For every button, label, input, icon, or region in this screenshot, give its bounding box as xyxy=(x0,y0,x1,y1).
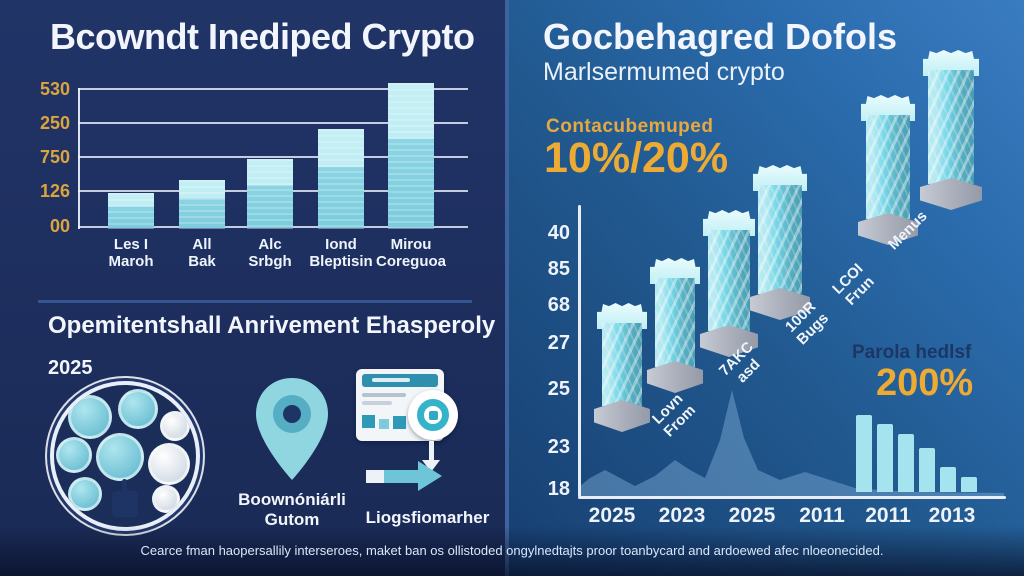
bar xyxy=(388,83,434,228)
card-chip xyxy=(362,415,375,428)
y-tick-label: 23 xyxy=(547,436,570,458)
y-axis-line xyxy=(78,88,80,229)
mini-bar-chart xyxy=(856,412,982,492)
y-axis-label: 750 xyxy=(39,147,70,167)
tower-bar xyxy=(647,258,703,393)
bar-label: Alc Srbgh xyxy=(248,236,292,270)
coin-icon xyxy=(118,389,158,429)
bar xyxy=(318,129,364,228)
tower-bar xyxy=(594,303,650,432)
tower-shaft xyxy=(708,230,750,331)
y-tick-label: 40 xyxy=(547,222,570,244)
x-tick-label: 2025 xyxy=(588,504,636,527)
mini-bar xyxy=(919,448,935,492)
y-axis-line xyxy=(578,205,581,497)
y-tick-label: 68 xyxy=(547,294,570,316)
bar xyxy=(179,180,225,228)
mini-bar xyxy=(877,424,893,492)
coin-icon xyxy=(68,395,112,439)
tower-bar xyxy=(750,165,810,320)
tower-shaft xyxy=(602,323,642,406)
bar xyxy=(247,159,293,228)
x-tick-label: 2013 xyxy=(928,504,976,527)
mini-bar xyxy=(961,477,977,492)
bar-label: Mirou Coreguoa xyxy=(375,236,446,270)
y-axis-label: 00 xyxy=(49,216,70,236)
card-header-text xyxy=(372,378,410,382)
card-chip xyxy=(379,419,389,429)
bottom-shade xyxy=(0,526,1024,576)
tower-shaft xyxy=(866,115,910,219)
section-divider xyxy=(38,300,472,303)
stat-label: Parola hedlsf xyxy=(852,342,972,363)
location-pin-icon xyxy=(256,378,328,480)
right-arrow-head xyxy=(418,461,442,491)
x-axis-line xyxy=(578,496,1006,499)
card-caption: Liogsfiomarher xyxy=(365,508,490,527)
verify-badge-icon xyxy=(408,390,458,440)
mini-bar xyxy=(940,467,956,492)
mini-bar xyxy=(856,415,872,492)
left-bar-chart xyxy=(78,83,468,229)
right-title: Gocbehagred Dofols xyxy=(543,16,898,57)
gridline xyxy=(78,122,468,124)
coin-icon xyxy=(68,477,102,511)
card-text-line xyxy=(362,393,406,397)
left-section-heading: Opemitentshall Anrivement Ehasperoly xyxy=(48,312,496,339)
bar xyxy=(108,193,154,228)
charm-stem xyxy=(122,479,127,493)
x-tick-label: 2011 xyxy=(865,504,911,527)
area-trend-chart xyxy=(580,390,1004,496)
pin-caption: Boownóniárli Gutom xyxy=(238,490,346,529)
y-axis-label: 530 xyxy=(39,79,70,99)
coin-icon xyxy=(152,485,180,513)
year-label: 2025 xyxy=(48,357,93,379)
x-tick-label: 2025 xyxy=(728,504,776,527)
y-axis-label: 126 xyxy=(39,181,70,201)
tower-bar xyxy=(920,50,982,210)
coin-icon xyxy=(160,411,190,441)
card-chip xyxy=(393,416,406,429)
y-tick-label: 85 xyxy=(547,258,570,280)
y-tick-label: 18 xyxy=(547,478,570,500)
tower-shaft xyxy=(928,70,974,184)
right-subtitle: Marlsermumed crypto xyxy=(543,58,785,86)
left-title: Bcowndt Inediped Crypto xyxy=(50,16,475,57)
tower-shaft xyxy=(758,185,802,294)
bar-label: All Bak xyxy=(188,236,216,270)
charm-shape xyxy=(112,491,138,517)
x-tick-label: 2023 xyxy=(658,504,706,527)
y-axis-label: 250 xyxy=(39,113,70,133)
y-tick-label: 27 xyxy=(547,332,570,354)
x-tick-label: 2011 xyxy=(799,504,845,527)
tower-bar xyxy=(858,95,918,245)
stat-value: 10%/20% xyxy=(544,134,729,182)
badge-glyph xyxy=(429,411,438,420)
crypto-coins-photo xyxy=(50,381,200,531)
right-arrow-icon xyxy=(384,470,418,483)
down-arrow-icon xyxy=(429,441,434,462)
coin-icon xyxy=(56,437,92,473)
stat-value: 200% xyxy=(876,362,974,404)
card-text-line xyxy=(362,401,392,405)
footer-caption: Cearce fman haopersallily interseroes, m… xyxy=(140,543,884,558)
bar-label: Iond Bleptisin xyxy=(309,236,373,270)
right-arrow-tail xyxy=(366,470,384,483)
coin-icon xyxy=(148,443,190,485)
panel-divider xyxy=(505,0,509,576)
card-header-bar xyxy=(362,374,438,387)
tower-bar xyxy=(700,210,758,357)
gridline xyxy=(78,88,468,90)
y-tick-label: 25 xyxy=(547,378,570,400)
stat-label: Contacubemuped xyxy=(546,116,714,137)
mini-bar xyxy=(898,434,914,492)
bar-label: Les I Maroh xyxy=(108,236,154,270)
coin-icon xyxy=(96,433,144,481)
gridline xyxy=(78,156,468,158)
tower-shaft xyxy=(655,278,695,367)
